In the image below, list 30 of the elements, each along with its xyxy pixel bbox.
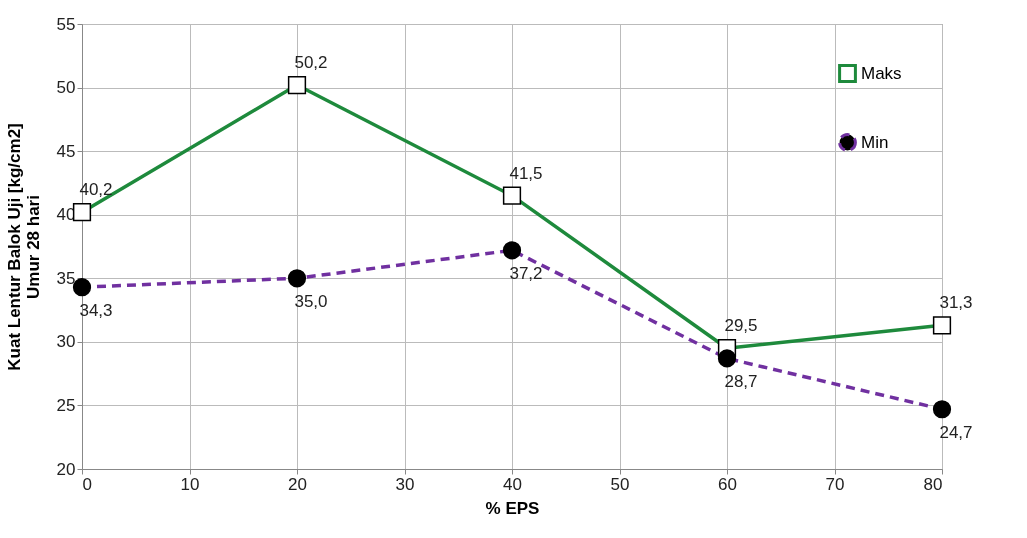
x-tick-label: 30: [395, 474, 415, 494]
legend-label: Maks: [861, 63, 902, 83]
legend-label: Min: [861, 132, 889, 152]
x-tick-label: 20: [288, 474, 307, 494]
y-tick-label: 20: [56, 459, 76, 479]
data-label: 24,7: [939, 423, 973, 443]
x-tick-label: 80: [923, 474, 943, 494]
data-label: 35,0: [294, 292, 328, 312]
data-label: 40,2: [79, 180, 113, 200]
y-tick-label: 45: [56, 141, 76, 161]
data-label: 31,3: [939, 293, 973, 313]
data-label: 50,2: [294, 53, 328, 73]
x-tick-label: 70: [825, 474, 845, 494]
x-tick-label: 40: [503, 474, 522, 494]
y-tick-label: 30: [56, 332, 76, 352]
y-tick-label: 55: [56, 14, 76, 34]
data-label: 37,2: [509, 264, 543, 284]
y-axis-title: Kuat Lentur Balok Uji [kg/cm2] Umur 28 hari: [4, 123, 43, 371]
x-axis-title: % EPS: [485, 498, 540, 518]
y-tick-label: 25: [56, 395, 76, 415]
data-label: 28,7: [724, 372, 758, 392]
x-tick-label: 50: [610, 474, 630, 494]
x-tick-label: 0: [82, 474, 92, 494]
y-tick-label: 50: [56, 78, 76, 98]
x-tick-label: 10: [180, 474, 200, 494]
data-label: 34,3: [79, 301, 113, 321]
x-tick-label: 60: [718, 474, 737, 494]
data-label: 41,5: [509, 163, 543, 183]
y-tick-label: 35: [56, 268, 76, 288]
data-label: 29,5: [724, 316, 758, 336]
